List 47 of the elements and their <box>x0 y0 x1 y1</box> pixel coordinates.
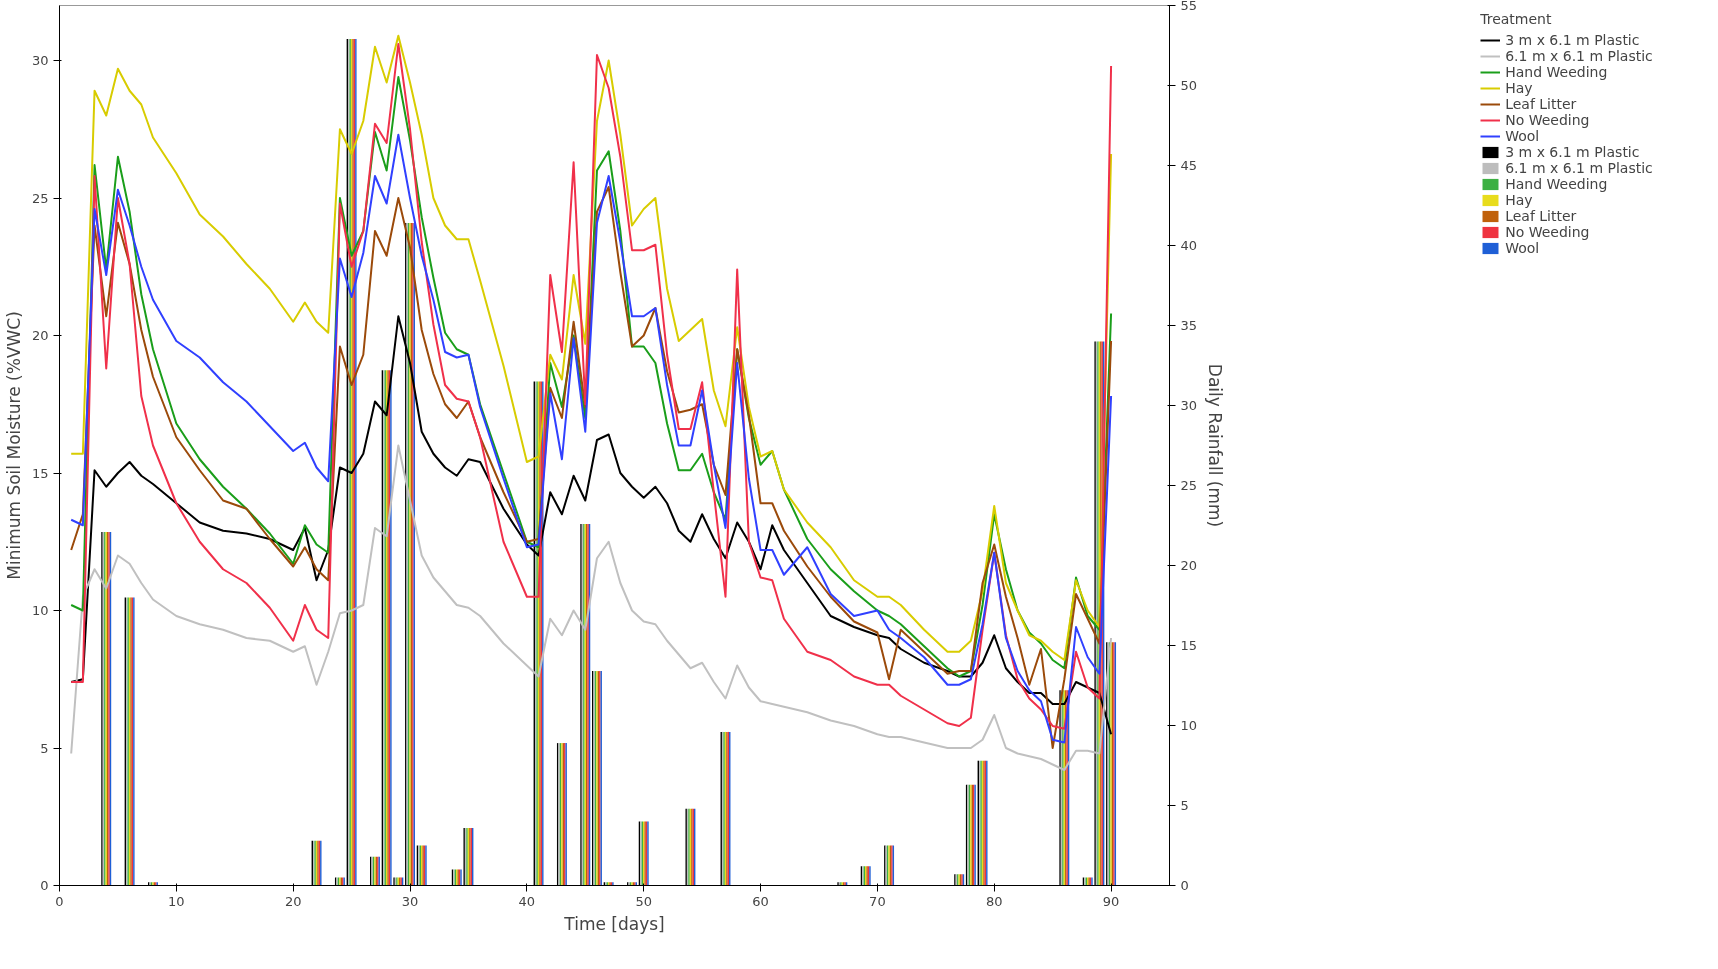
x-tick-label: 10 <box>168 893 185 909</box>
x-tick-label: 70 <box>869 893 886 909</box>
legend-label: 3 m x 6.1 m Plastic <box>1505 32 1640 48</box>
x-tick-label: 20 <box>284 893 302 909</box>
legend-label: 6.1 m x 6.1 m Plastic <box>1505 160 1653 176</box>
x-tick-label: 80 <box>985 893 1003 909</box>
legend-label: 6.1 m x 6.1 m Plastic <box>1505 48 1653 64</box>
y2-tick-label: 5 <box>1180 798 1189 813</box>
x-axis-title: Time [days] <box>563 913 665 934</box>
y-tick-label: 15 <box>31 465 49 481</box>
y-tick-label: 10 <box>31 603 49 618</box>
legend-label: Leaf Litter <box>1505 96 1577 112</box>
legend-label: Hay <box>1505 192 1533 208</box>
legend-label: No Weeding <box>1505 112 1590 128</box>
y2-tick-label: 20 <box>1180 558 1198 573</box>
legend-label: Wool <box>1505 128 1540 144</box>
y-tick-label: 25 <box>31 190 49 206</box>
y2-tick-label: 55 <box>1180 0 1198 13</box>
legend-label: Wool <box>1505 240 1540 256</box>
legend-label: No Weeding <box>1505 224 1590 240</box>
y-axis-title: Minimum Soil Moisture (%VWC) <box>3 311 24 580</box>
y-tick-label: 30 <box>31 53 49 68</box>
y2-axis-title: Daily Rainfall (mm) <box>1205 363 1226 528</box>
y2-tick-label: 35 <box>1180 318 1198 333</box>
y2-tick-label: 10 <box>1180 718 1198 733</box>
y2-tick-label: 50 <box>1180 78 1198 93</box>
y-tick-label: 20 <box>31 328 49 343</box>
y2-tick-label: 45 <box>1180 158 1198 173</box>
legend-label: Leaf Litter <box>1505 208 1577 224</box>
legend-label: Hand Weeding <box>1505 176 1608 192</box>
legend-label: Hay <box>1505 80 1533 96</box>
y-tick-label: 5 <box>40 740 49 756</box>
y2-tick-label: 15 <box>1180 638 1198 653</box>
x-tick-label: 40 <box>518 893 536 909</box>
x-tick-label: 90 <box>1102 893 1120 909</box>
y2-tick-label: 0 <box>1180 878 1189 893</box>
y2-tick-label: 25 <box>1180 478 1198 493</box>
legend-title: Treatment <box>1480 11 1553 27</box>
x-tick-label: 60 <box>752 893 769 909</box>
x-tick-label: 30 <box>401 893 419 909</box>
y2-tick-label: 30 <box>1180 398 1198 413</box>
x-tick-label: 50 <box>635 893 652 909</box>
y2-tick-label: 40 <box>1180 238 1198 253</box>
x-tick-label: 0 <box>55 893 64 909</box>
legend-label: 3 m x 6.1 m Plastic <box>1505 144 1640 160</box>
legend-label: Hand Weeding <box>1505 64 1608 80</box>
y-tick-label: 0 <box>40 878 49 893</box>
